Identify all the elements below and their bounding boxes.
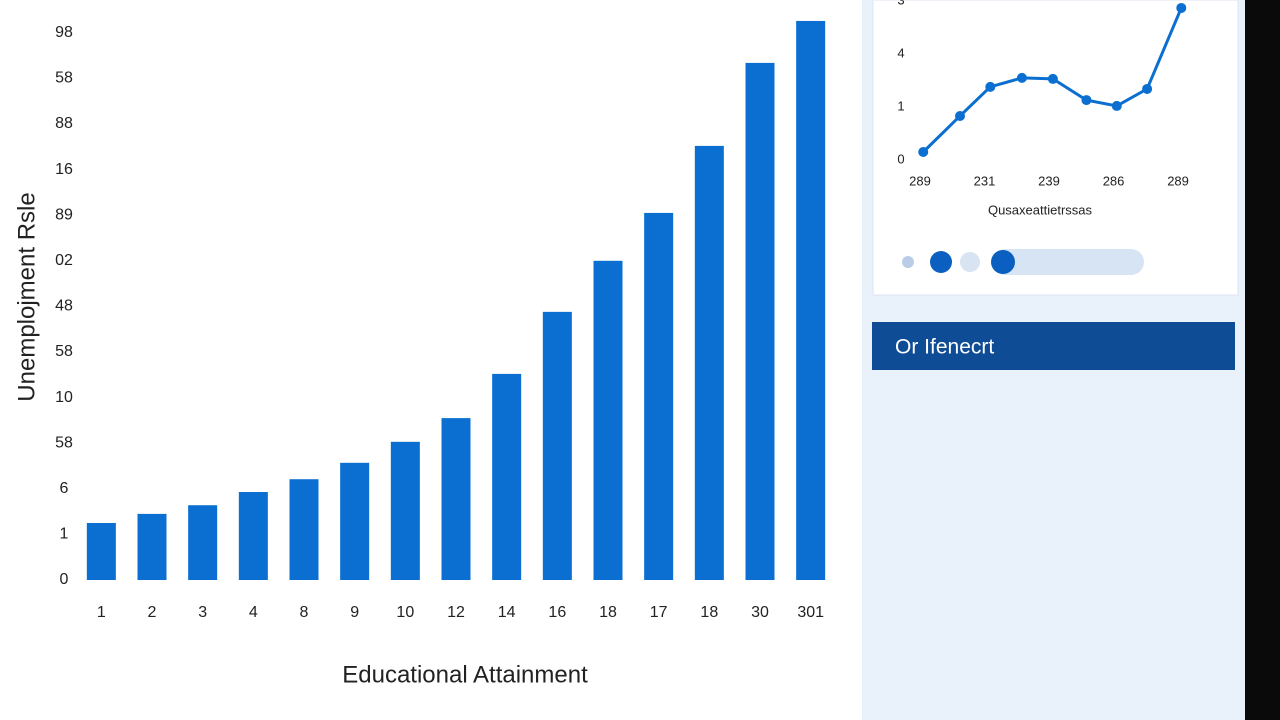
bar bbox=[238, 491, 268, 580]
point bbox=[1081, 95, 1092, 106]
x-tick-label: 289 bbox=[909, 173, 931, 188]
x-tick-label: 30 bbox=[751, 604, 769, 621]
point bbox=[918, 146, 929, 157]
point bbox=[1047, 73, 1058, 84]
control-dot[interactable] bbox=[902, 256, 914, 268]
x-tick-label: 12 bbox=[447, 604, 465, 621]
x-tick-label: 289 bbox=[1167, 173, 1189, 188]
y-tick-label: 1 bbox=[60, 526, 69, 543]
bar bbox=[796, 20, 826, 581]
y-tick-label: 6 bbox=[60, 480, 69, 497]
x-tick-label: 239 bbox=[1038, 173, 1060, 188]
mini-card bbox=[872, 0, 1239, 296]
x-tick-label: 18 bbox=[700, 604, 718, 621]
y-tick-label: 4 bbox=[897, 45, 904, 60]
y-axis-label: Unemplojment Rsle bbox=[13, 192, 40, 401]
y-tick-label: 3 bbox=[897, 0, 904, 7]
x-tick-label: 18 bbox=[599, 604, 617, 621]
bar bbox=[745, 62, 775, 581]
point bbox=[1176, 2, 1187, 13]
slider-track[interactable] bbox=[992, 249, 1144, 275]
panel-heading: Or Ifenecrt bbox=[895, 336, 994, 359]
bar bbox=[542, 311, 572, 580]
y-tick-label: 58 bbox=[55, 70, 73, 87]
x-tick-label: 286 bbox=[1103, 173, 1125, 188]
bar bbox=[86, 523, 116, 580]
point bbox=[1016, 72, 1027, 83]
control-dot[interactable] bbox=[960, 252, 980, 272]
slider-thumb[interactable] bbox=[991, 250, 1015, 274]
bar bbox=[593, 260, 623, 580]
x-tick-label: 301 bbox=[797, 604, 824, 621]
x-tick-label: 16 bbox=[548, 604, 566, 621]
x-tick-label: 10 bbox=[396, 604, 414, 621]
y-tick-label: 1 bbox=[897, 98, 904, 113]
x-tick-label: 9 bbox=[350, 604, 359, 621]
x-tick-label: 231 bbox=[974, 173, 996, 188]
bar bbox=[492, 373, 522, 580]
bar bbox=[644, 212, 674, 581]
x-axis-label: Educational Attainment bbox=[342, 661, 588, 688]
x-tick-label: 17 bbox=[650, 604, 668, 621]
x-axis-label: Qusaxeattietrssas bbox=[988, 202, 1093, 217]
point bbox=[1142, 83, 1153, 94]
y-tick-label: 89 bbox=[55, 206, 73, 223]
bar bbox=[694, 145, 724, 580]
edge-strip bbox=[1245, 0, 1280, 720]
y-tick-label: 58 bbox=[55, 343, 73, 360]
y-tick-label: 0 bbox=[60, 571, 69, 588]
y-tick-label: 88 bbox=[55, 115, 73, 132]
bar bbox=[390, 441, 420, 580]
x-tick-label: 8 bbox=[300, 604, 309, 621]
point bbox=[1111, 100, 1122, 111]
point bbox=[985, 81, 996, 92]
control-dot[interactable] bbox=[930, 251, 952, 273]
panel-header[interactable] bbox=[872, 322, 1235, 370]
y-tick-label: 16 bbox=[55, 161, 73, 178]
y-tick-label: 98 bbox=[55, 24, 73, 41]
bar bbox=[289, 479, 319, 580]
y-tick-label: 58 bbox=[55, 434, 73, 451]
y-tick-label: 02 bbox=[55, 252, 73, 269]
bar bbox=[137, 513, 167, 580]
y-tick-label: 0 bbox=[897, 151, 904, 166]
x-tick-label: 2 bbox=[148, 604, 157, 621]
x-tick-label: 4 bbox=[249, 604, 258, 621]
x-tick-label: 14 bbox=[498, 604, 516, 621]
y-tick-label: 10 bbox=[55, 389, 73, 406]
bar bbox=[441, 418, 471, 580]
y-tick-label: 48 bbox=[55, 298, 73, 315]
x-tick-label: 3 bbox=[198, 604, 207, 621]
bar bbox=[340, 462, 370, 580]
point bbox=[955, 110, 965, 121]
x-tick-label: 1 bbox=[97, 604, 106, 621]
bar bbox=[188, 505, 218, 580]
